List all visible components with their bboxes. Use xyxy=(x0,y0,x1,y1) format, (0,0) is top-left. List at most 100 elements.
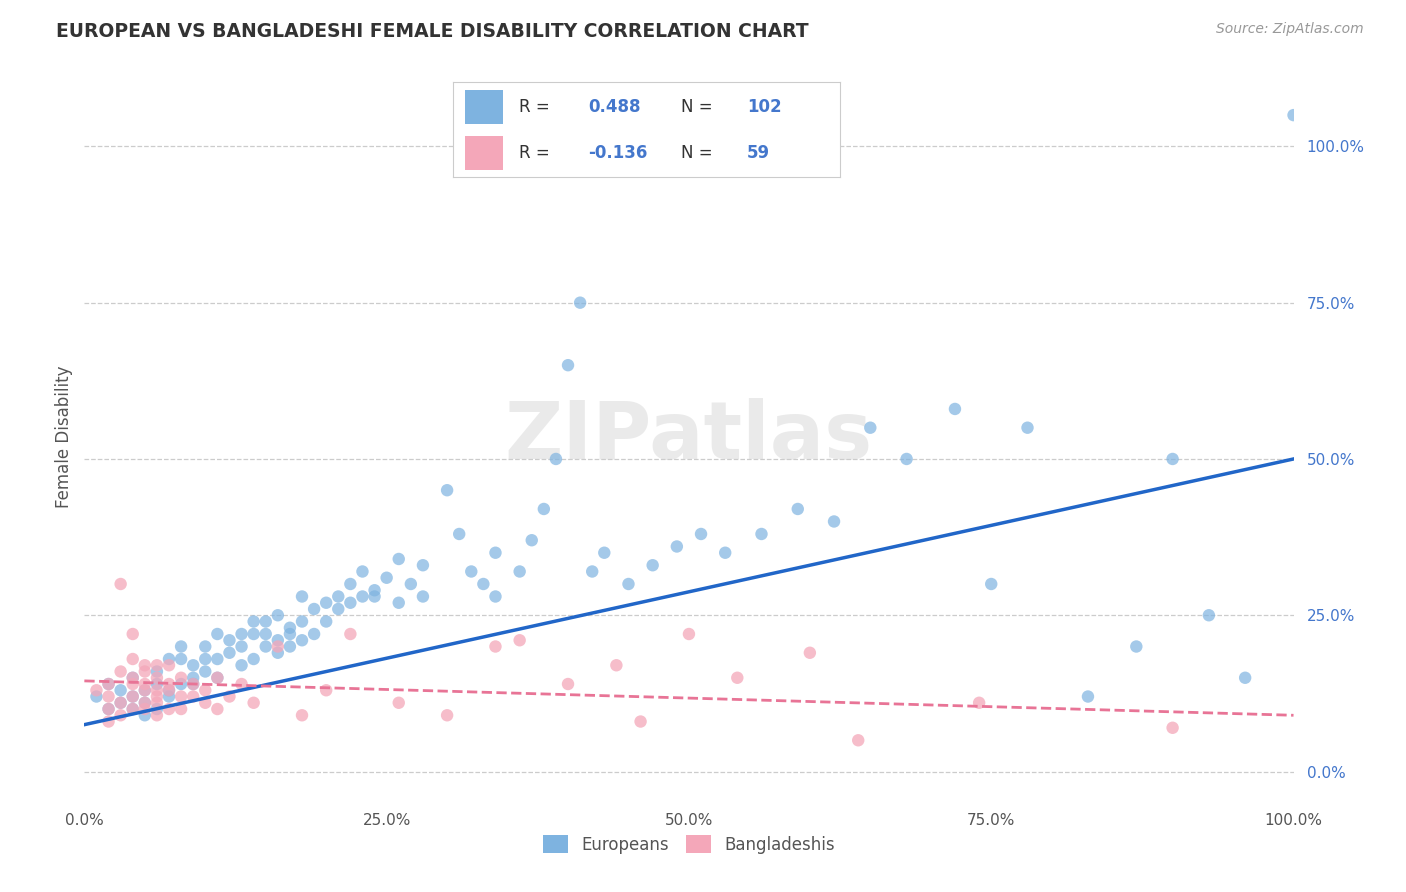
Point xyxy=(641,558,664,573)
Point xyxy=(302,602,325,616)
Point xyxy=(121,690,143,704)
Point xyxy=(967,696,990,710)
Point xyxy=(484,546,506,560)
Point xyxy=(339,627,361,641)
Point xyxy=(823,515,845,529)
Point xyxy=(1161,721,1184,735)
Point xyxy=(134,677,156,691)
Point xyxy=(1017,420,1039,434)
Point xyxy=(134,683,156,698)
Point xyxy=(375,571,398,585)
Point xyxy=(194,652,217,666)
Point xyxy=(436,483,458,498)
Point xyxy=(605,658,627,673)
Y-axis label: Female Disability: Female Disability xyxy=(55,366,73,508)
Point xyxy=(207,702,229,716)
Point xyxy=(412,590,434,604)
Point xyxy=(484,640,506,654)
Point xyxy=(725,671,748,685)
Point xyxy=(1125,640,1147,654)
Point xyxy=(363,583,385,598)
Point xyxy=(218,646,240,660)
Point xyxy=(751,527,773,541)
Point xyxy=(146,696,169,710)
Point xyxy=(207,652,229,666)
Point xyxy=(388,596,411,610)
Text: EUROPEAN VS BANGLADESHI FEMALE DISABILITY CORRELATION CHART: EUROPEAN VS BANGLADESHI FEMALE DISABILIT… xyxy=(56,22,808,41)
Point xyxy=(181,677,204,691)
Point xyxy=(1198,608,1220,623)
Point xyxy=(146,677,169,691)
Point xyxy=(846,733,869,747)
Point xyxy=(665,540,688,554)
Point xyxy=(218,633,240,648)
Point xyxy=(194,696,217,710)
Point xyxy=(170,702,193,716)
Point xyxy=(97,714,120,729)
Point xyxy=(278,627,301,641)
Point xyxy=(242,615,264,629)
Point xyxy=(896,452,918,467)
Point xyxy=(146,708,169,723)
Point xyxy=(157,702,180,716)
Point xyxy=(194,683,217,698)
Point xyxy=(121,652,143,666)
Point xyxy=(242,652,264,666)
Point xyxy=(110,696,132,710)
Point xyxy=(581,565,603,579)
Point xyxy=(315,596,337,610)
Point xyxy=(110,577,132,591)
Point xyxy=(436,708,458,723)
Point xyxy=(157,677,180,691)
Point xyxy=(412,558,434,573)
Point xyxy=(278,621,301,635)
Point xyxy=(460,565,482,579)
Point xyxy=(134,683,156,698)
Point xyxy=(1234,671,1257,685)
Point xyxy=(181,671,204,685)
Point xyxy=(170,640,193,654)
Point xyxy=(207,671,229,685)
Point xyxy=(328,590,350,604)
Point xyxy=(267,608,290,623)
Point xyxy=(170,690,193,704)
Point xyxy=(557,677,579,691)
Point xyxy=(121,671,143,685)
Point xyxy=(134,708,156,723)
Point xyxy=(170,671,193,685)
Point xyxy=(97,702,120,716)
Point xyxy=(231,677,253,691)
Point xyxy=(617,577,640,591)
Point xyxy=(207,671,229,685)
Point xyxy=(254,640,277,654)
Text: ZIPatlas: ZIPatlas xyxy=(505,398,873,476)
Point xyxy=(157,652,180,666)
Point xyxy=(110,665,132,679)
Point xyxy=(110,683,132,698)
Point xyxy=(97,690,120,704)
Point xyxy=(134,658,156,673)
Point xyxy=(146,690,169,704)
Point xyxy=(134,665,156,679)
Point xyxy=(388,696,411,710)
Point xyxy=(799,646,821,660)
Point xyxy=(302,627,325,641)
Point xyxy=(157,683,180,698)
Point xyxy=(1161,452,1184,467)
Point xyxy=(315,683,337,698)
Point xyxy=(544,452,567,467)
Point xyxy=(86,690,108,704)
Point xyxy=(170,652,193,666)
Point xyxy=(97,702,120,716)
Point xyxy=(121,671,143,685)
Point xyxy=(121,702,143,716)
Point xyxy=(267,633,290,648)
Point xyxy=(678,627,700,641)
Point xyxy=(146,702,169,716)
Point xyxy=(520,533,543,548)
Point xyxy=(97,677,120,691)
Point xyxy=(254,627,277,641)
Point xyxy=(714,546,737,560)
Point xyxy=(181,658,204,673)
Point xyxy=(134,696,156,710)
